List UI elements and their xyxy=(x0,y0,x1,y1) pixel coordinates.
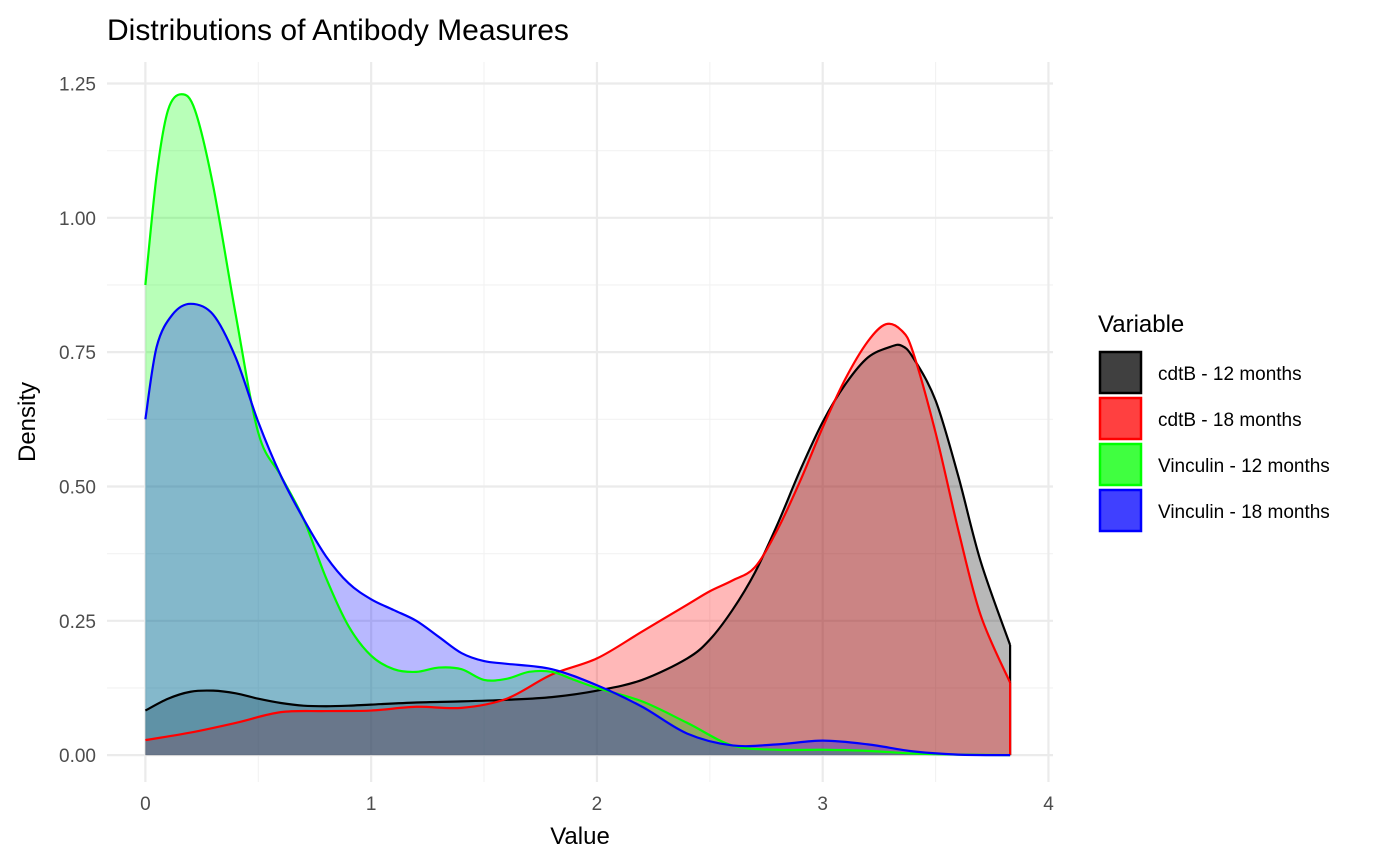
legend-title: Variable xyxy=(1098,311,1184,338)
density-areas xyxy=(145,94,1011,756)
legend-label: Vinculin - 12 months xyxy=(1158,456,1330,477)
y-tick-label: 0.00 xyxy=(59,746,96,767)
legend-label: cdtB - 18 months xyxy=(1158,410,1302,431)
line-vinculin-18-months xyxy=(144,302,1011,757)
legend-swatch xyxy=(1098,488,1143,533)
legend-swatch xyxy=(1098,350,1143,395)
x-axis-title: Value xyxy=(550,823,610,850)
area-cdtb-18-months xyxy=(145,323,1011,756)
legend-label: Vinculin - 18 months xyxy=(1158,502,1330,523)
area-cdtb-12-months xyxy=(145,344,1011,756)
legend-label: cdtB - 12 months xyxy=(1158,364,1302,385)
x-tick-label: 3 xyxy=(817,794,828,815)
y-tick-label: 0.75 xyxy=(59,343,96,364)
line-vinculin-12-months xyxy=(144,93,1011,757)
y-axis-title: Density xyxy=(14,382,41,462)
area-vinculin-18-months xyxy=(145,303,1011,756)
legend-swatch xyxy=(1098,396,1143,441)
chart-title: Distributions of Antibody Measures xyxy=(107,14,569,47)
x-tick-label: 1 xyxy=(366,794,377,815)
x-tick-label: 4 xyxy=(1043,794,1054,815)
y-tick-label: 0.50 xyxy=(59,477,96,498)
legend: Variable cdtB - 12 months cdtB - 18 month… xyxy=(1098,311,1330,533)
y-axis-ticks: 0.00 0.25 0.50 0.75 1.00 1.25 xyxy=(59,74,96,767)
line-cdtb-12-months xyxy=(144,343,1012,712)
line-cdtb-18-months xyxy=(145,322,1012,742)
density-lines xyxy=(144,93,1012,757)
x-tick-label: 2 xyxy=(592,794,603,815)
y-tick-label: 0.25 xyxy=(59,612,96,633)
y-tick-label: 1.25 xyxy=(59,74,96,95)
area-vinculin-12-months xyxy=(145,94,1011,756)
x-axis-ticks: 0 1 2 3 4 xyxy=(140,794,1054,815)
x-tick-label: 0 xyxy=(140,794,151,815)
legend-swatch xyxy=(1098,442,1143,487)
y-tick-label: 1.00 xyxy=(59,209,96,230)
